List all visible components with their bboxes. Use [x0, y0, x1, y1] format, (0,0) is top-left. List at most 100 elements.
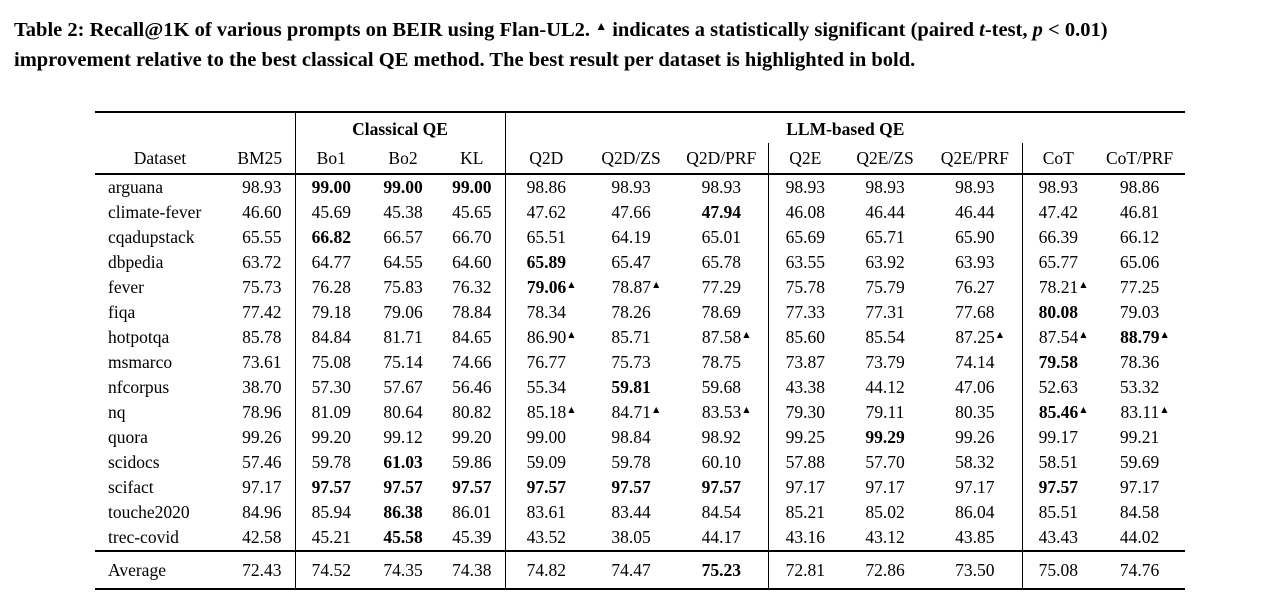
value-cell: 73.61	[225, 350, 296, 375]
value-cell: 97.57	[1022, 475, 1094, 500]
value-cell: 84.54	[675, 500, 769, 525]
table-row-nfcorpus: nfcorpus 38.70 57.30 57.67 56.46 55.34 59.81 59…	[95, 375, 1185, 400]
table-caption: Table 2: Recall@1K of various prompts on…	[14, 11, 1266, 75]
value-cell: 63.92	[842, 250, 928, 275]
metric-value: 65.69	[785, 227, 825, 247]
table-row-nq: nq 78.96 81.09 80.64 80.82 85.18▲ 84.71▲ 83.53▲…	[95, 400, 1185, 425]
value-cell: 43.52	[505, 525, 587, 551]
column-header-dataset: Dataset	[133, 147, 187, 168]
value-cell: 74.35	[367, 551, 439, 589]
caption-part4: < 0.01)	[1042, 19, 1108, 41]
metric-value: 38.70	[242, 377, 282, 397]
value-cell: 79.58	[1022, 350, 1094, 375]
metric-value: 97.57	[611, 477, 651, 497]
table-row-msmarco: msmarco 73.61 75.08 75.14 74.66 76.77 75.73 78.…	[95, 350, 1185, 375]
metric-value: 85.60	[785, 327, 825, 347]
value-cell: 57.67	[367, 375, 439, 400]
value-cell: 59.09	[505, 450, 587, 475]
metric-value: 87.25	[955, 327, 995, 347]
metric-value: 85.02	[865, 502, 905, 522]
table-footer: Average 72.43 74.52 74.35 74.38 74.82 74.47 75.…	[95, 551, 1185, 589]
metric-value: 65.06	[1119, 252, 1160, 272]
value-cell: 72.86	[842, 551, 928, 589]
metric-value: 79.06	[383, 302, 423, 322]
table-row-scifact: scifact 97.17 97.57 97.57 97.57 97.57 97.57 97.…	[95, 475, 1185, 500]
metric-value: 58.51	[1038, 452, 1078, 472]
value-cell: 58.51	[1022, 450, 1094, 475]
metric-value: 47.42	[1038, 202, 1078, 222]
significance-marker-icon: ▲	[1159, 405, 1170, 416]
value-cell: 74.38	[439, 551, 506, 589]
column-header-bo1: Bo1	[316, 147, 346, 168]
metric-value: 75.73	[611, 352, 651, 372]
dataset-name: scidocs	[108, 452, 160, 472]
significance-marker-icon: ▲	[741, 330, 752, 341]
metric-value: 63.93	[955, 252, 995, 272]
metric-value: 98.93	[785, 177, 825, 197]
metric-value: 59.69	[1119, 452, 1160, 472]
value-cell: 97.17	[768, 475, 842, 500]
metric-value: 97.17	[785, 477, 825, 497]
caption-part2: indicates a statistically significant (p…	[607, 19, 980, 41]
value-cell: 66.70	[439, 225, 506, 250]
metric-value: 78.26	[611, 302, 651, 322]
value-cell: 59.78	[295, 450, 367, 475]
value-cell: 85.60	[768, 325, 842, 350]
value-cell: 65.89	[505, 250, 587, 275]
table-header: Classical QE LLM-based QE Dataset BM25 Bo1 B…	[95, 112, 1186, 174]
value-cell: 99.00	[439, 174, 506, 200]
group-header-empty	[95, 112, 296, 143]
value-cell: 99.20	[439, 425, 506, 450]
value-cell: 99.25	[768, 425, 842, 450]
value-cell: 47.42	[1022, 200, 1094, 225]
metric-value: 45.38	[383, 202, 423, 222]
metric-value: 66.12	[1119, 227, 1160, 247]
value-cell: 43.12	[842, 525, 928, 551]
value-cell: 65.47	[587, 250, 675, 275]
metric-value: 64.60	[452, 252, 492, 272]
value-cell: 84.65	[439, 325, 506, 350]
value-cell: 65.90	[928, 225, 1023, 250]
dataset-name: nfcorpus	[108, 377, 170, 397]
metric-value: 97.57	[526, 477, 566, 497]
value-cell: 78.84	[439, 300, 506, 325]
metric-value: 78.75	[701, 352, 741, 372]
value-cell: 85.18▲	[505, 400, 587, 425]
metric-value: 46.08	[785, 202, 825, 222]
column-header-q2e-prf: Q2E/PRF	[928, 143, 1023, 174]
metric-value: 65.51	[526, 227, 566, 247]
metric-value: 74.47	[611, 559, 651, 580]
value-cell: 85.51	[1022, 500, 1094, 525]
value-cell: 45.38	[367, 200, 439, 225]
metric-value: 99.00	[526, 427, 566, 447]
metric-value: 74.52	[311, 559, 351, 580]
metric-value: 66.39	[1038, 227, 1078, 247]
metric-value: 65.89	[526, 252, 566, 272]
table-row-average: Average 72.43 74.52 74.35 74.38 74.82 74.47 75.…	[95, 551, 1185, 589]
column-header-kl: KL	[439, 143, 506, 174]
value-cell: 59.78	[587, 450, 675, 475]
value-cell: 66.39	[1022, 225, 1094, 250]
value-cell: 97.17	[928, 475, 1023, 500]
value-cell: 57.70	[842, 450, 928, 475]
value-cell: 65.51	[505, 225, 587, 250]
metric-value: 75.08	[311, 352, 351, 372]
metric-value: 65.55	[242, 227, 282, 247]
metric-value: 73.87	[785, 352, 825, 372]
metric-value: 99.12	[383, 427, 423, 447]
value-cell: 98.93	[587, 174, 675, 200]
metric-value: 65.78	[701, 252, 741, 272]
metric-value: 72.86	[865, 559, 905, 580]
value-cell: 45.58	[367, 525, 439, 551]
dataset-name: cqadupstack	[108, 227, 195, 247]
value-cell: 85.21	[768, 500, 842, 525]
column-header-q2e-zs: Q2E/ZS	[856, 147, 914, 168]
metric-value: 77.33	[785, 302, 825, 322]
value-cell: 98.84	[587, 425, 675, 450]
value-cell: 56.46	[439, 375, 506, 400]
value-cell: 45.21	[295, 525, 367, 551]
metric-value: 59.09	[526, 452, 566, 472]
metric-value: 79.18	[311, 302, 351, 322]
dataset-name: hotpotqa	[108, 327, 170, 347]
metric-value: 87.54	[1038, 327, 1079, 347]
